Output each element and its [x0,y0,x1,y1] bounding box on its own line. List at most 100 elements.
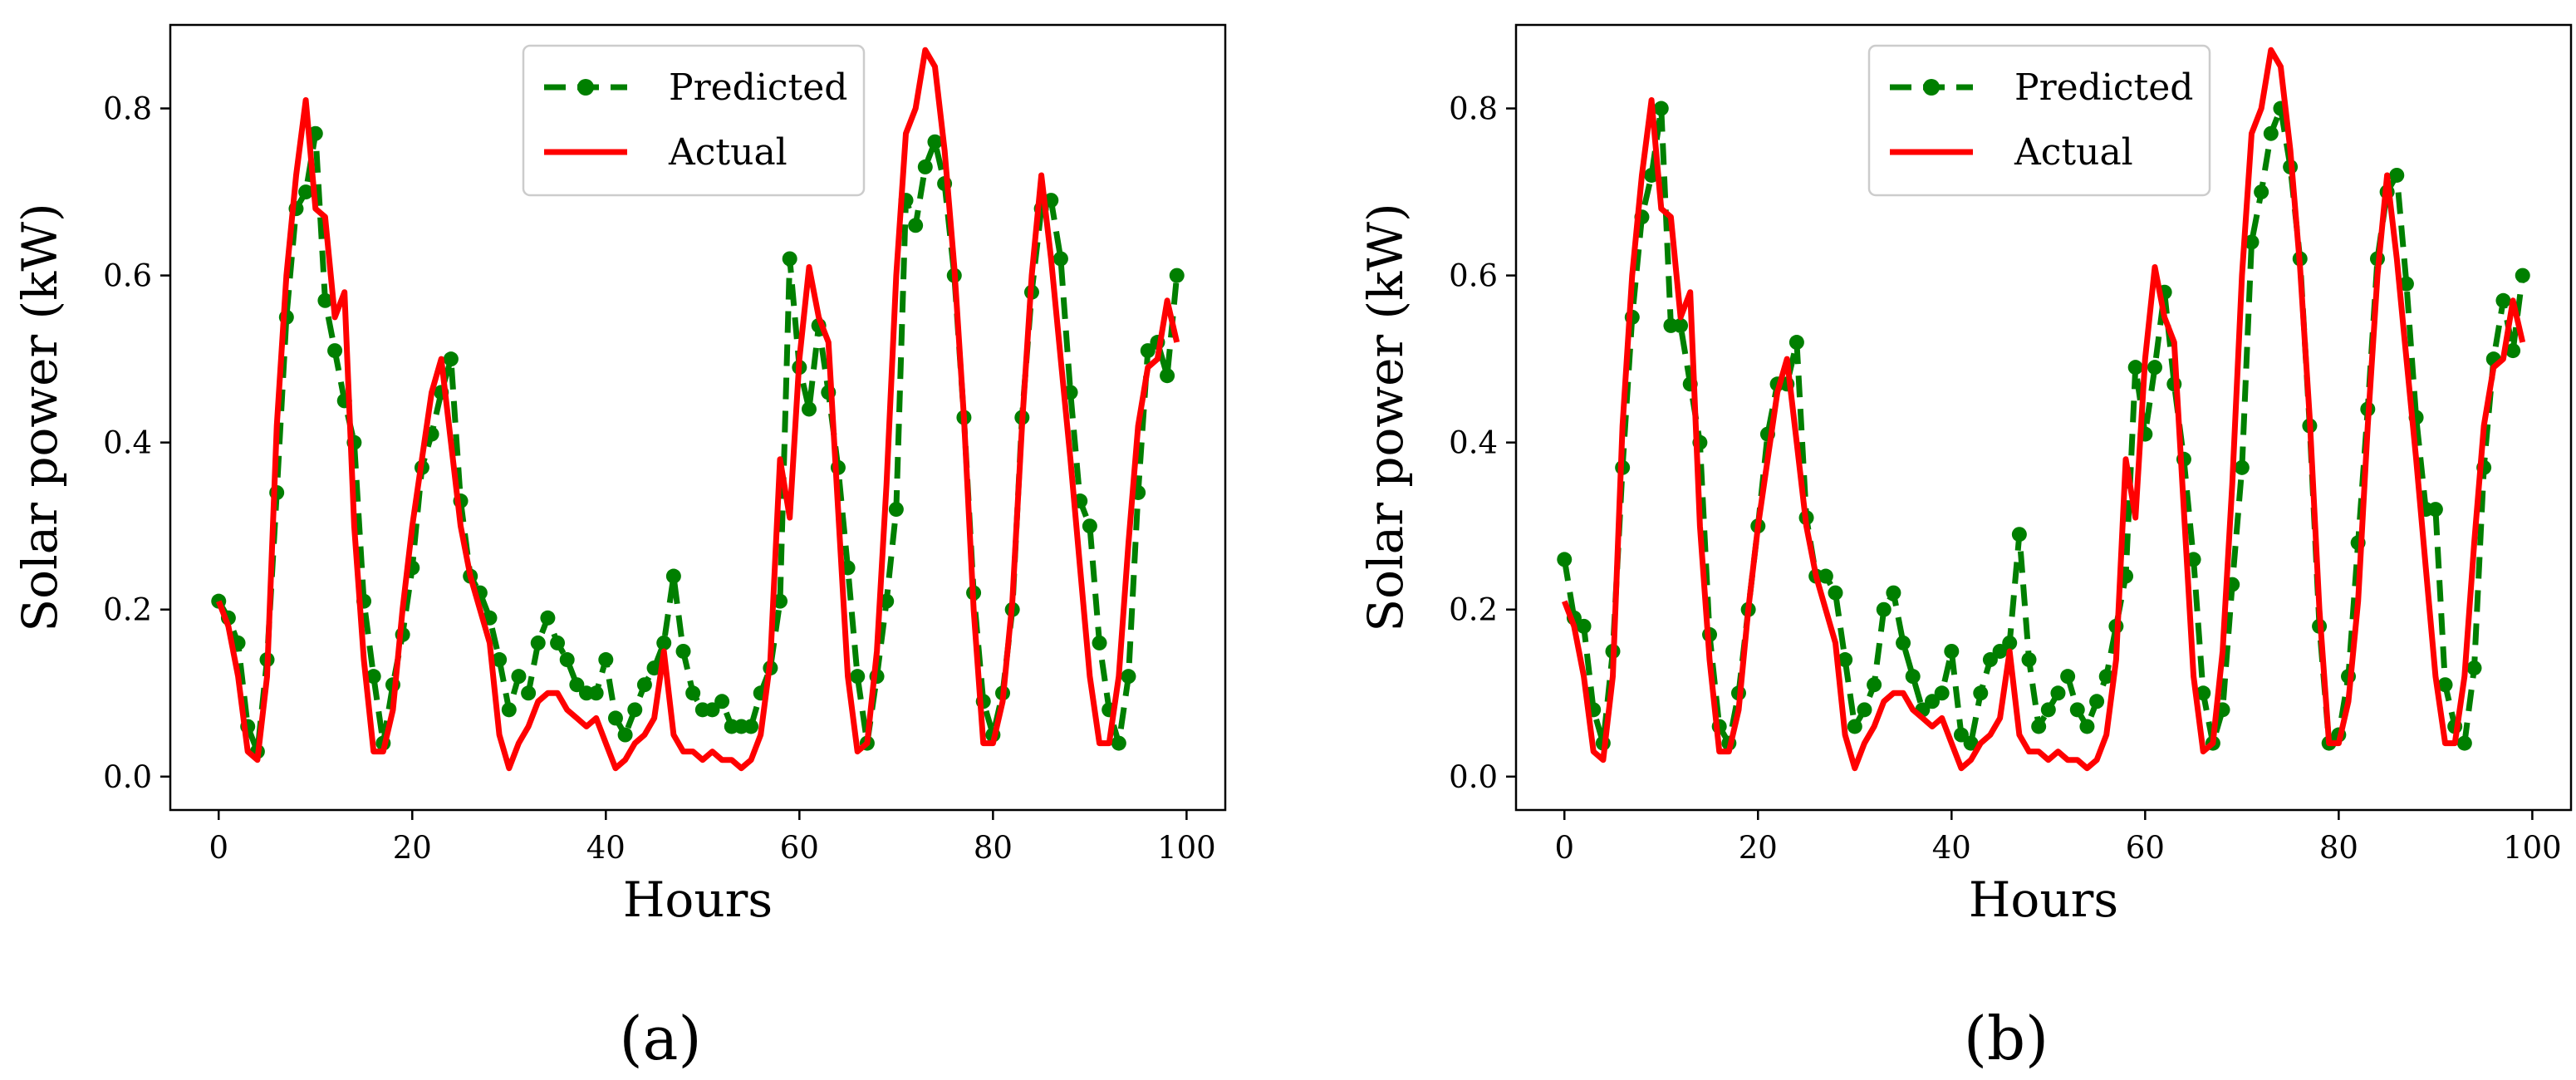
predicted-point-b [2495,292,2511,308]
axes-frame-b [1514,23,2573,812]
predicted-point-b [2427,502,2443,518]
ticks-b: 0 20 40 60 80 100 0.0 0.2 0.4 0.6 0.8 [1449,91,2562,866]
predicted-point-a [327,343,343,359]
legend-a: Predicted Actual [522,44,866,197]
predicted-point-b [2098,669,2114,685]
y-tick-label-b: 0.6 [1449,258,1498,294]
predicted-point-a [927,134,943,150]
x-tick-label-a: 40 [586,830,626,866]
legend-predicted-marker-b [1923,79,1940,96]
predicted-point-b [2021,652,2037,668]
legend-predicted-marker-a [577,79,594,96]
predicted-point-b [2060,669,2076,685]
predicted-point-b [1576,618,1592,634]
predicted-point-b [1653,101,1669,116]
predicted-point-b [1828,585,1843,601]
x-tick-label-b: 20 [1739,830,1778,866]
x-axis-title-b: Hours [1969,871,2118,928]
predicted-point-b [2040,702,2056,718]
predicted-point-b [2398,276,2414,292]
predicted-point-a [511,669,527,685]
predicted-point-b [1992,643,2008,659]
predicted-point-b [1905,669,1921,685]
predicted-point-a [1169,268,1185,283]
predicted-point-a [917,159,933,174]
chart-panel-a: 0 20 40 60 80 100 0.0 0.2 0.4 0.6 0.8 Predicted Ac… [12,23,1227,1073]
x-tick-label-a: 20 [393,830,432,866]
y-tick-label-a: 0.6 [103,258,152,294]
predicted-point-b [2263,125,2279,141]
predicted-point-b [1886,585,1901,601]
series-layer-b [1557,47,2530,772]
predicted-point-a [1082,518,1097,534]
predicted-point-b [2002,635,2018,650]
predicted-point-a [1160,368,1175,384]
x-axis-title-a: Hours [623,871,773,928]
legend-box-a [522,44,866,197]
predicted-point-a [636,677,652,693]
predicted-point-a [685,685,701,701]
predicted-point-a [598,652,614,668]
y-tick-label-a: 0.2 [103,592,152,628]
predicted-point-a [366,669,381,685]
predicted-point-b [1557,552,1573,567]
x-tick-label-a: 60 [780,830,819,866]
predicted-point-b [2147,360,2162,376]
predicted-point-a [559,652,575,668]
predicted-point-a [607,710,623,726]
predicted-point-b [2069,702,2085,718]
predicted-point-a [646,660,662,676]
legend-predicted-label-a: Predicted [669,66,847,109]
predicted-point-b [1847,719,1862,734]
predicted-point-a [801,401,817,417]
predicted-point-b [2050,685,2066,701]
actual-series-line-b [1562,47,2526,772]
predicted-point-a [704,702,720,718]
plot-frame-a [169,23,1227,812]
predicted-point-a [550,635,566,650]
predicted-point-b [1673,317,1689,333]
predicted-point-b [1973,685,1989,701]
predicted-point-a [617,727,633,743]
predicted-point-a [714,694,730,709]
y-tick-label-b: 0.2 [1449,592,1498,628]
predicted-point-b [2515,268,2530,283]
x-tick-label-a: 80 [974,830,1013,866]
predicted-point-b [1944,643,1960,659]
predicted-point-a [1121,669,1136,685]
predicted-point-b [2031,719,2047,734]
predicted-point-a [1111,735,1126,751]
predicted-point-a [675,643,691,659]
predicted-point-b [1982,652,1998,668]
panel-caption-a: (a) [619,1004,701,1073]
predicted-point-b [2254,184,2269,200]
y-tick-label-a: 0.0 [103,759,152,795]
predicted-point-b [1818,568,1833,584]
x-tick-label-b: 60 [2126,830,2165,866]
predicted-point-b [2127,360,2143,376]
predicted-point-a [782,251,797,267]
predicted-point-a [540,610,556,626]
x-tick-label-a: 0 [209,830,228,866]
panel-caption-b: (b) [1964,1004,2049,1073]
predicted-point-b [2089,694,2105,709]
x-tick-label-b: 0 [1554,830,1574,866]
y-axis-title-b: Solar power (kW) [1357,203,1414,631]
predicted-point-b [2079,719,2095,734]
predicted-point-b [1788,335,1804,351]
predicted-point-b [2196,685,2211,701]
predicted-point-a [1052,251,1068,267]
predicted-point-b [1963,735,1979,751]
predicted-point-b [1925,694,1941,709]
legend-actual-label-b: Actual [2014,131,2133,174]
predicted-point-b [1867,677,1882,693]
predicted-point-b [1934,685,1950,701]
x-tick-label-b: 80 [2319,830,2358,866]
predicted-point-a [492,652,508,668]
predicted-point-a [501,702,517,718]
predicted-point-a [298,184,314,200]
series-layer-a [211,47,1185,772]
predicted-point-a [743,719,759,734]
predicted-point-a [773,593,788,609]
predicted-point-b [1953,727,1969,743]
